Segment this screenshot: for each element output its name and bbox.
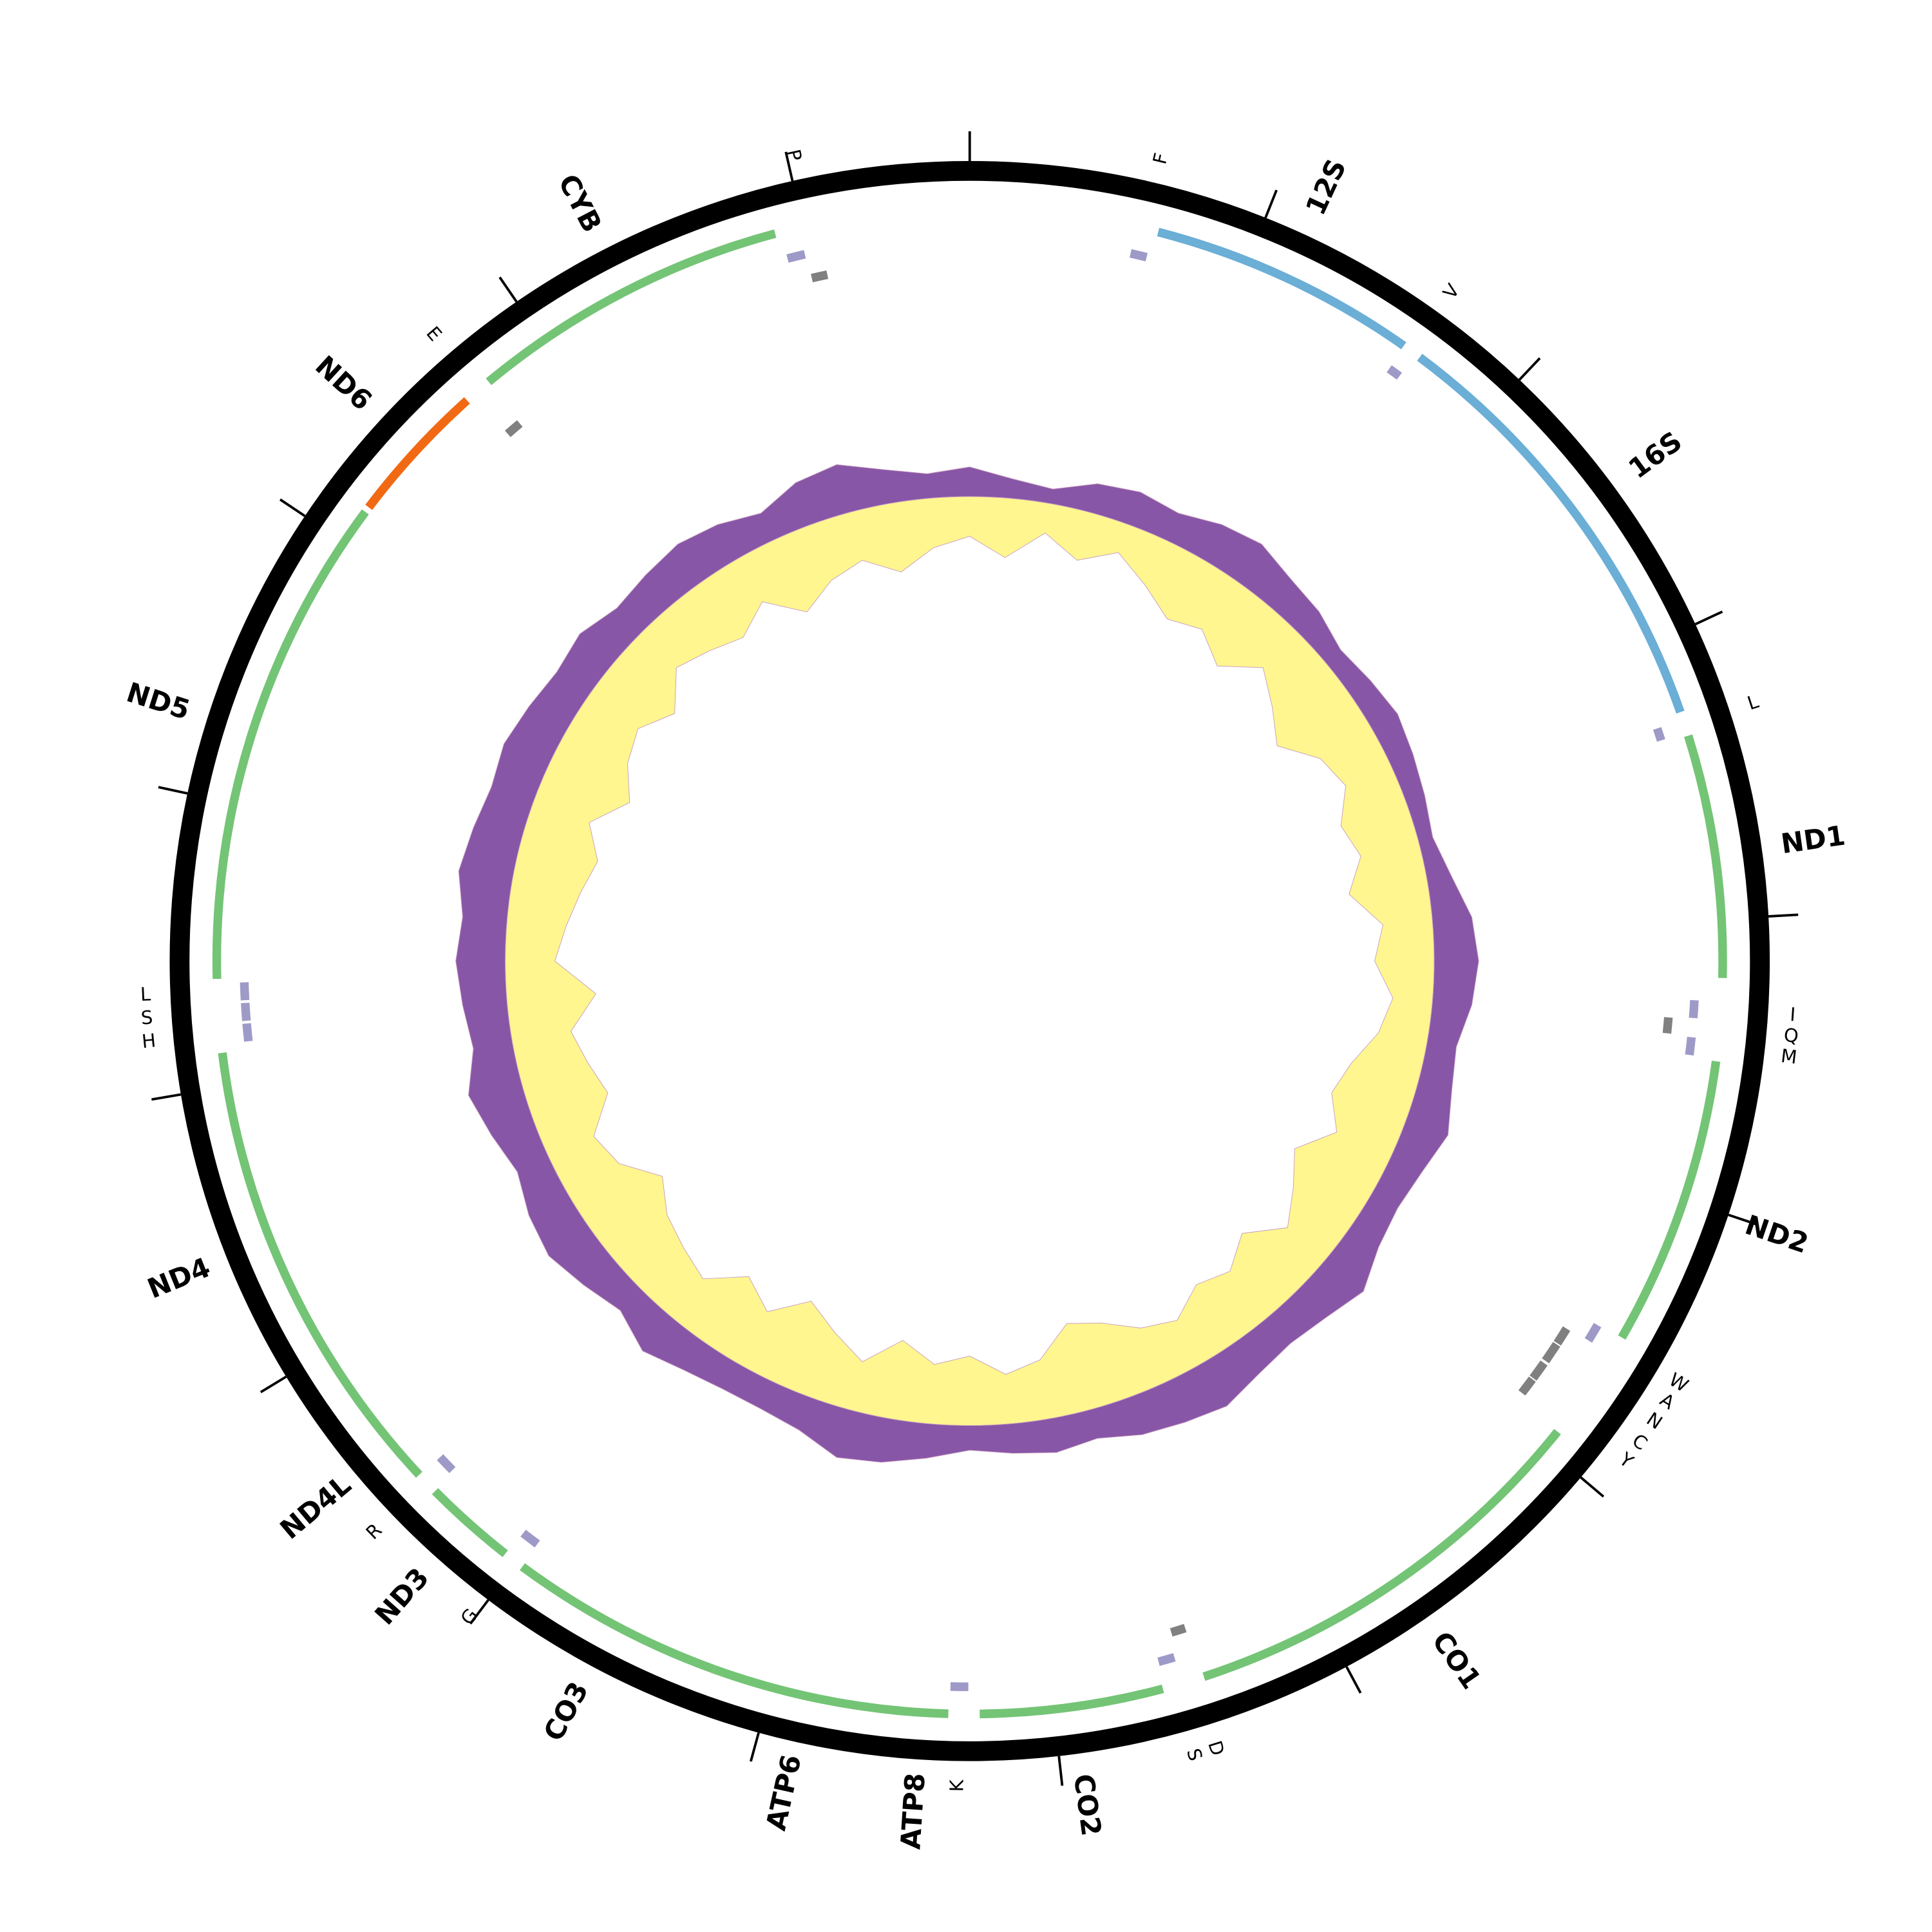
feature-arc	[811, 270, 829, 283]
feature-arc	[437, 1454, 456, 1473]
trna-label: M	[1780, 1045, 1799, 1068]
tick	[1580, 1476, 1605, 1498]
gc-outer	[455, 464, 1479, 1463]
tick	[1728, 1213, 1757, 1226]
feature-arc	[1683, 734, 1727, 978]
trna-label: H	[141, 1029, 157, 1052]
tick	[1768, 913, 1799, 918]
tick	[151, 1093, 182, 1101]
tick	[1694, 611, 1723, 625]
gene-label: ND2	[1741, 1209, 1812, 1260]
tick	[1518, 357, 1541, 381]
gene-label: ATP8	[895, 1772, 931, 1851]
trna-label: Q	[1783, 1024, 1799, 1047]
feature-arc	[1170, 1624, 1187, 1637]
feature-arc	[712, 1665, 904, 1716]
feature-arc	[1689, 999, 1699, 1019]
gene-label: ATP6	[760, 1752, 807, 1833]
trna-label: K	[945, 1779, 967, 1792]
feature-arc	[431, 1488, 508, 1557]
trna-label: E	[422, 322, 446, 345]
gene-label: CYB	[552, 169, 608, 238]
gene-label: ND4L	[274, 1469, 357, 1546]
trna-label: F	[1148, 151, 1172, 166]
feature-arc	[1542, 1341, 1560, 1363]
feature-arc	[1518, 1376, 1536, 1396]
trna-label: I	[1789, 1003, 1796, 1025]
tick	[469, 1599, 489, 1625]
feature-arc	[1202, 1428, 1561, 1681]
tick	[1264, 189, 1278, 218]
trna-label: D	[1204, 1738, 1229, 1758]
tick	[1057, 1756, 1064, 1786]
gene-label: CO3	[537, 1676, 594, 1746]
feature-arc	[1662, 1017, 1673, 1034]
feature-arc	[1584, 1323, 1602, 1343]
feature-arc	[365, 397, 470, 510]
feature-arc	[1130, 249, 1148, 261]
trna-label: V	[1439, 279, 1464, 303]
tick	[158, 786, 188, 795]
feature-arc	[242, 1023, 253, 1042]
feature-arc	[364, 1411, 422, 1478]
trna-label: R	[361, 1519, 386, 1544]
feature-arc	[218, 1052, 372, 1417]
feature-arc	[786, 250, 806, 263]
feature-arc	[1157, 227, 1406, 350]
feature-arc	[240, 982, 250, 1001]
trna-label: L	[140, 983, 151, 1005]
trna-label: P	[782, 147, 806, 163]
gene-label: 12S	[1300, 155, 1352, 220]
gene-label: CO2	[1068, 1772, 1108, 1838]
gene-label: CO1	[1426, 1626, 1487, 1695]
feature-arc	[1387, 365, 1402, 380]
gc-inner	[505, 496, 1435, 1426]
gene-label: ND4	[143, 1251, 214, 1305]
feature-arc	[520, 1530, 540, 1548]
trna-label: S	[1182, 1746, 1207, 1763]
feature-arc	[504, 420, 523, 437]
feature-arc	[1685, 1036, 1696, 1056]
feature-arc	[241, 1002, 251, 1021]
feature-arc	[1417, 354, 1685, 714]
gene-label: 16S	[1623, 425, 1688, 484]
feature-arc	[1553, 1326, 1571, 1346]
gene-label: ND3	[368, 1562, 435, 1631]
gene-label: ND6	[309, 350, 378, 417]
feature-arc	[1618, 1061, 1721, 1340]
feature-arc	[1653, 726, 1665, 742]
gene-label: ND5	[123, 676, 194, 726]
tick	[749, 1732, 760, 1762]
trna-label: L	[1745, 690, 1761, 714]
feature-arc	[1530, 1360, 1548, 1381]
gene-label: ND1	[1779, 820, 1847, 860]
genome-ring	[169, 161, 1770, 1761]
feature-arc	[1157, 1653, 1176, 1666]
tick	[260, 1376, 287, 1394]
trna-label: S	[140, 1006, 154, 1028]
feature-arc	[980, 1684, 1164, 1719]
trna-label: G	[456, 1604, 482, 1629]
feature-arc	[486, 229, 777, 386]
tick	[279, 498, 306, 517]
tick	[1345, 1666, 1362, 1694]
feature-arc	[212, 509, 369, 980]
tick	[498, 276, 518, 303]
feature-arc	[520, 1563, 715, 1674]
tick	[784, 151, 794, 182]
